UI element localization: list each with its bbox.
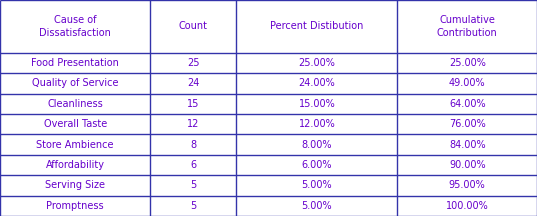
Text: 12: 12 — [187, 119, 200, 129]
Text: 8.00%: 8.00% — [302, 140, 332, 150]
Text: 24: 24 — [187, 78, 200, 89]
Text: Cumulative
Contribution: Cumulative Contribution — [437, 15, 498, 38]
Text: 5.00%: 5.00% — [301, 201, 332, 211]
Text: 24.00%: 24.00% — [299, 78, 335, 89]
Text: 25.00%: 25.00% — [299, 58, 335, 68]
Text: 6: 6 — [190, 160, 197, 170]
Text: 84.00%: 84.00% — [449, 140, 485, 150]
Text: Cleanliness: Cleanliness — [47, 99, 103, 109]
Text: Overall Taste: Overall Taste — [43, 119, 107, 129]
Text: 5.00%: 5.00% — [301, 180, 332, 191]
Text: 100.00%: 100.00% — [446, 201, 489, 211]
Text: Food Presentation: Food Presentation — [31, 58, 119, 68]
Text: 76.00%: 76.00% — [449, 119, 485, 129]
Text: 5: 5 — [190, 180, 197, 191]
Text: 15: 15 — [187, 99, 200, 109]
Text: 12.00%: 12.00% — [299, 119, 335, 129]
Text: 6.00%: 6.00% — [302, 160, 332, 170]
Text: Store Ambience: Store Ambience — [37, 140, 114, 150]
Text: Affordability: Affordability — [46, 160, 105, 170]
Text: 95.00%: 95.00% — [449, 180, 485, 191]
Text: 5: 5 — [190, 201, 197, 211]
Text: Count: Count — [179, 21, 208, 32]
Text: 25: 25 — [187, 58, 200, 68]
Text: Serving Size: Serving Size — [45, 180, 105, 191]
Text: 49.00%: 49.00% — [449, 78, 485, 89]
Text: Percent Distibution: Percent Distibution — [270, 21, 364, 32]
Text: 64.00%: 64.00% — [449, 99, 485, 109]
Text: 25.00%: 25.00% — [449, 58, 485, 68]
Text: Quality of Service: Quality of Service — [32, 78, 119, 89]
Text: Cause of
Dissatisfaction: Cause of Dissatisfaction — [39, 15, 111, 38]
Text: 8: 8 — [190, 140, 197, 150]
Text: 90.00%: 90.00% — [449, 160, 485, 170]
Text: Promptness: Promptness — [46, 201, 104, 211]
Text: 15.00%: 15.00% — [299, 99, 335, 109]
